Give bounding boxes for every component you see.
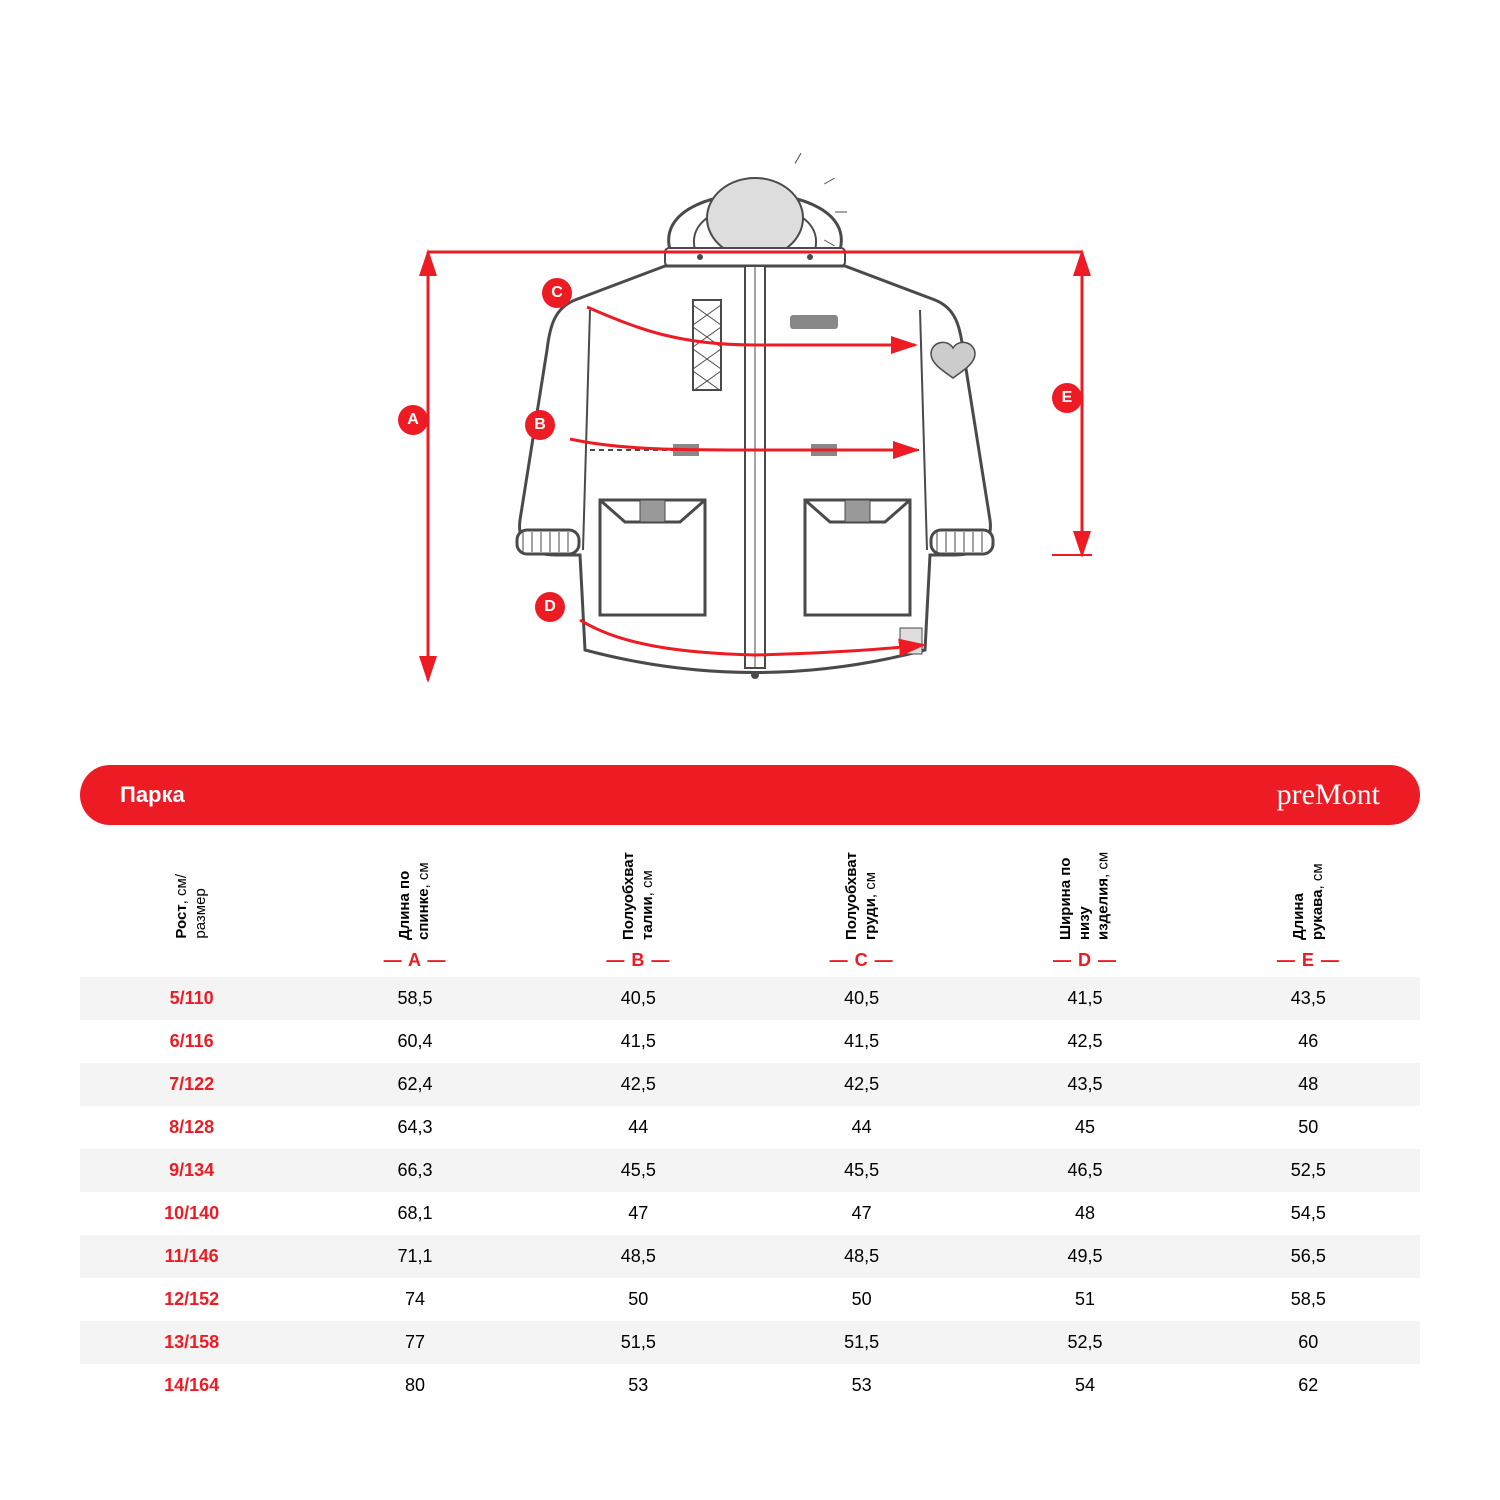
title-bar: Парка preMont — [80, 765, 1420, 825]
table-row: 10/14068,147474854,5 — [80, 1192, 1420, 1235]
dimension-badge-d: D — [535, 592, 565, 622]
cell: 44 — [527, 1106, 750, 1149]
cell: 54 — [973, 1364, 1196, 1407]
cell: 64,3 — [303, 1106, 526, 1149]
cell: 62,4 — [303, 1063, 526, 1106]
dimension-badge-b: B — [525, 410, 555, 440]
cell: 43,5 — [973, 1063, 1196, 1106]
cell: 41,5 — [527, 1020, 750, 1063]
cell: 52,5 — [1197, 1149, 1420, 1192]
table-row: 7/12262,442,542,543,548 — [80, 1063, 1420, 1106]
cell: 50 — [750, 1278, 973, 1321]
cell: 10/140 — [80, 1192, 303, 1235]
table-row: 5/11058,540,540,541,543,5 — [80, 977, 1420, 1020]
cell: 7/122 — [80, 1063, 303, 1106]
cell: 42,5 — [973, 1020, 1196, 1063]
cell: 51 — [973, 1278, 1196, 1321]
col-header: Длина по спинке, см— A — — [303, 850, 526, 977]
col-letter: — D — — [1053, 950, 1117, 971]
col-header: Рост, см/размер — [80, 850, 303, 977]
cell: 14/164 — [80, 1364, 303, 1407]
cell: 45,5 — [527, 1149, 750, 1192]
table-body: 5/11058,540,540,541,543,56/11660,441,541… — [80, 977, 1420, 1407]
cell: 53 — [527, 1364, 750, 1407]
cell: 42,5 — [750, 1063, 973, 1106]
cell: 74 — [303, 1278, 526, 1321]
cell: 42,5 — [527, 1063, 750, 1106]
cell: 50 — [527, 1278, 750, 1321]
cell: 13/158 — [80, 1321, 303, 1364]
cell: 71,1 — [303, 1235, 526, 1278]
cell: 11/146 — [80, 1235, 303, 1278]
cell: 44 — [750, 1106, 973, 1149]
cell: 77 — [303, 1321, 526, 1364]
table-row: 9/13466,345,545,546,552,5 — [80, 1149, 1420, 1192]
cell: 8/128 — [80, 1106, 303, 1149]
col-letter: — C — — [830, 950, 894, 971]
cell: 41,5 — [750, 1020, 973, 1063]
cell: 46,5 — [973, 1149, 1196, 1192]
col-letter: — A — — [384, 950, 447, 971]
cell: 47 — [527, 1192, 750, 1235]
title-right: preMont — [1277, 778, 1380, 812]
cell: 49,5 — [973, 1235, 1196, 1278]
table-head: Рост, см/размерДлина по спинке, см— A —П… — [80, 850, 1420, 977]
col-letter: — B — — [606, 950, 670, 971]
cell: 58,5 — [1197, 1278, 1420, 1321]
table-row: 6/11660,441,541,542,546 — [80, 1020, 1420, 1063]
table-row: 13/1587751,551,552,560 — [80, 1321, 1420, 1364]
cell: 9/134 — [80, 1149, 303, 1192]
col-header: Полуобхват талии, см— B — — [527, 850, 750, 977]
cell: 48,5 — [527, 1235, 750, 1278]
cell: 58,5 — [303, 977, 526, 1020]
title-left: Парка — [120, 782, 185, 808]
cell: 52,5 — [973, 1321, 1196, 1364]
col-header: Ширина по низу изделия, см— D — — [973, 850, 1196, 977]
table-row: 14/1648053535462 — [80, 1364, 1420, 1407]
table-row: 12/1527450505158,5 — [80, 1278, 1420, 1321]
cell: 43,5 — [1197, 977, 1420, 1020]
cell: 6/116 — [80, 1020, 303, 1063]
cell: 51,5 — [527, 1321, 750, 1364]
cell: 62 — [1197, 1364, 1420, 1407]
cell: 60,4 — [303, 1020, 526, 1063]
size-table: Рост, см/размерДлина по спинке, см— A —П… — [80, 850, 1420, 1407]
cell: 12/152 — [80, 1278, 303, 1321]
cell: 48 — [1197, 1063, 1420, 1106]
col-header: Полуобхват груди, см— C — — [750, 850, 973, 977]
jacket-diagram: A B C D E — [80, 150, 1420, 745]
cell: 53 — [750, 1364, 973, 1407]
dimension-badge-c: C — [542, 278, 572, 308]
table-row: 8/12864,344444550 — [80, 1106, 1420, 1149]
cell: 41,5 — [973, 977, 1196, 1020]
col-header: Длина рукава, см— E — — [1197, 850, 1420, 977]
cell: 46 — [1197, 1020, 1420, 1063]
cell: 5/110 — [80, 977, 303, 1020]
cell: 54,5 — [1197, 1192, 1420, 1235]
cell: 45 — [973, 1106, 1196, 1149]
cell: 60 — [1197, 1321, 1420, 1364]
dimension-badge-e: E — [1052, 383, 1082, 413]
cell: 68,1 — [303, 1192, 526, 1235]
cell: 40,5 — [527, 977, 750, 1020]
table-row: 11/14671,148,548,549,556,5 — [80, 1235, 1420, 1278]
cell: 51,5 — [750, 1321, 973, 1364]
cell: 66,3 — [303, 1149, 526, 1192]
cell: 56,5 — [1197, 1235, 1420, 1278]
dimension-badge-a: A — [398, 405, 428, 435]
cell: 47 — [750, 1192, 973, 1235]
cell: 50 — [1197, 1106, 1420, 1149]
cell: 80 — [303, 1364, 526, 1407]
cell: 48,5 — [750, 1235, 973, 1278]
cell: 40,5 — [750, 977, 973, 1020]
cell: 45,5 — [750, 1149, 973, 1192]
col-letter: — E — — [1277, 950, 1340, 971]
cell: 48 — [973, 1192, 1196, 1235]
